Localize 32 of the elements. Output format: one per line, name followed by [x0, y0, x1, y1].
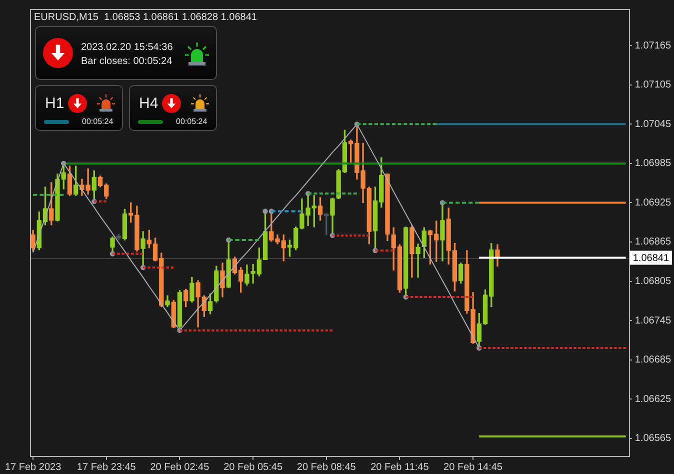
y-tick-label: 1.06625	[634, 394, 672, 405]
y-tick-label: 1.07045	[634, 118, 672, 130]
y-tick-label: 1.06865	[634, 236, 672, 248]
y-tick-label: 1.06925	[634, 197, 672, 208]
annotation: 00:05:24	[176, 117, 208, 126]
x-tick-label: 17 Feb 2023	[4, 462, 62, 473]
x-tick-label: 20 Feb 05:45	[224, 462, 283, 473]
point	[262, 208, 268, 214]
y-tick-label: 1.06685	[634, 354, 672, 366]
y-tick-label: 1.07165	[634, 40, 672, 52]
y-tick-label: 1.07105	[634, 80, 672, 91]
annotation: H1	[45, 95, 64, 112]
point	[61, 160, 66, 166]
y-tick-label: 1.06805	[634, 276, 672, 288]
candlestick	[416, 244, 420, 278]
y-tick-label: 1.06565	[634, 433, 672, 444]
info-card: 2023.02.20 15:54:36 Bar closes: 00:05:24	[35, 26, 217, 80]
x-tick-label: 20 Feb 14:45	[444, 462, 503, 473]
chart-title: EURUSD,M15 1.06853 1.06861 1.06828 1.06841	[34, 12, 257, 24]
ref-line-label: 1.06841	[632, 252, 670, 264]
annotation: 00:05:24	[82, 117, 114, 126]
x-tick-label: 20 Feb 02:45	[150, 462, 210, 473]
x-tick-label: 17 Feb 23:45	[76, 462, 136, 473]
annotation: 2023.02.20 15:54:36	[81, 42, 173, 53]
annotation: Bar closes: 00:05:24	[81, 56, 172, 67]
x-tick-label: 20 Feb 08:45	[296, 462, 356, 473]
annotation: H4	[139, 95, 158, 112]
x-tick-label: 20 Feb 11:45	[370, 462, 430, 473]
info-card: H1 00:05:24	[35, 85, 123, 131]
y-tick-label: 1.06985	[634, 158, 672, 170]
y-tick-label: 1.06745	[634, 315, 672, 326]
info-card: H4 00:05:24	[129, 85, 217, 131]
